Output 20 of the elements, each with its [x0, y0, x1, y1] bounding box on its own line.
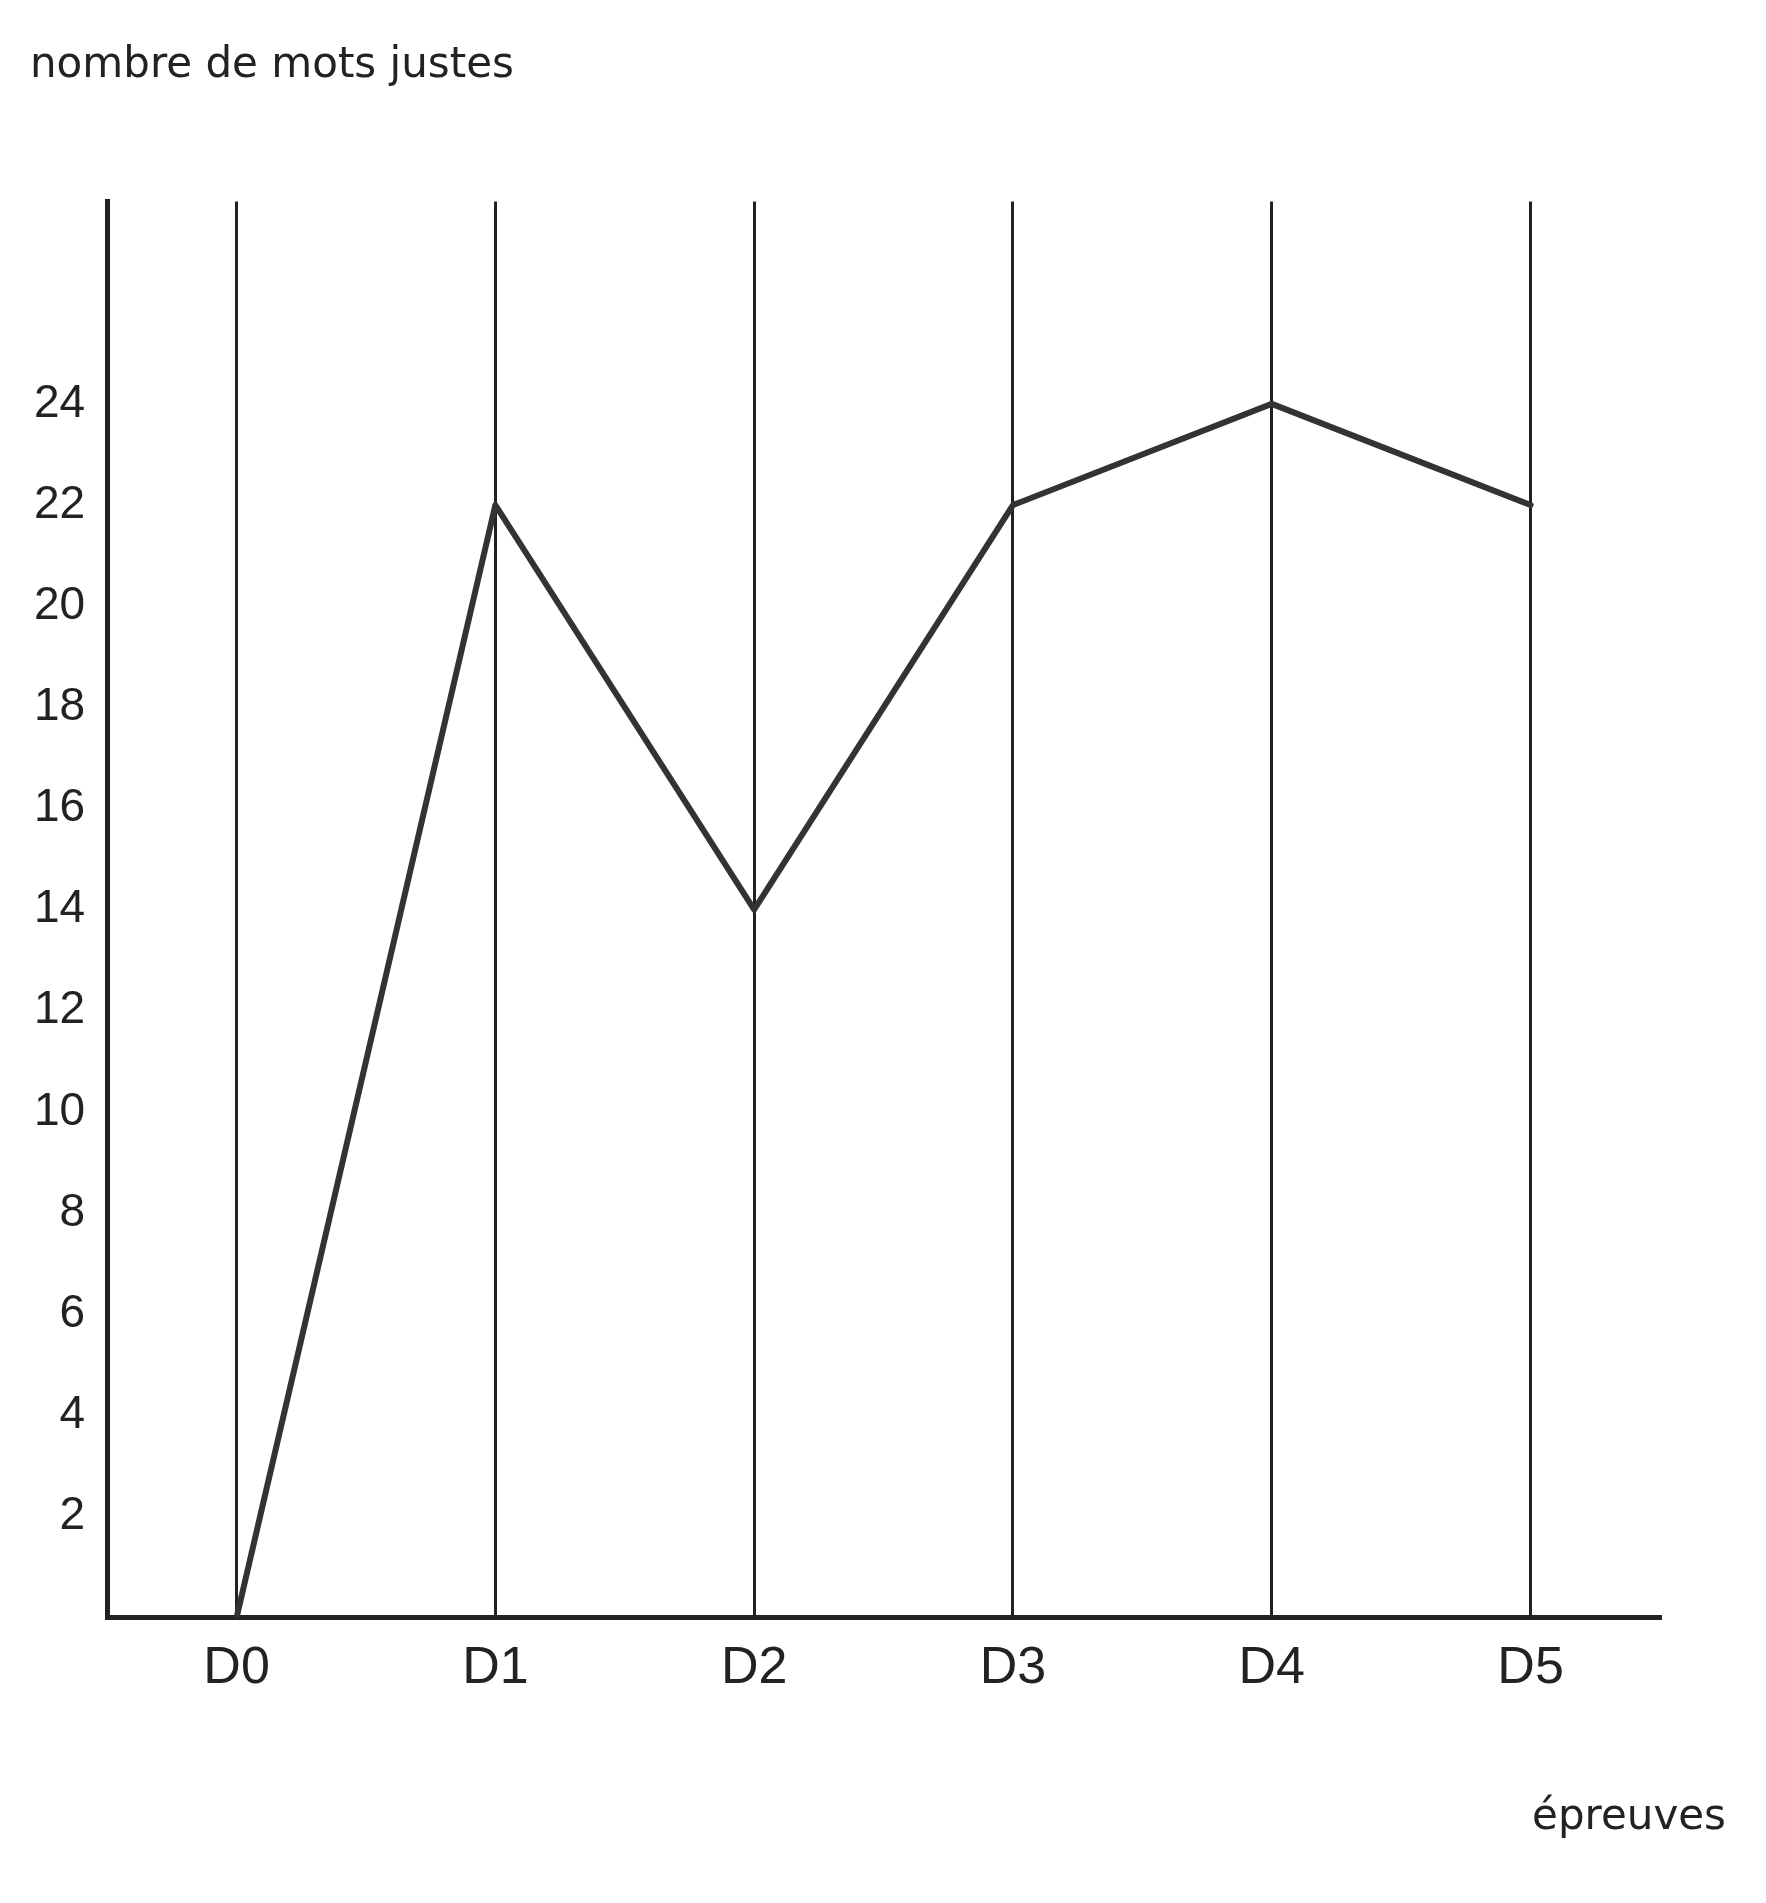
x-tick-label: D1	[462, 1636, 529, 1695]
y-tick-label: 24	[33, 374, 86, 427]
x-tick-label: D5	[1497, 1636, 1564, 1695]
y-tick-label: 4	[59, 1386, 86, 1438]
x-tick-label: D0	[203, 1636, 270, 1695]
x-axis-title: épreuves	[1532, 1790, 1726, 1839]
x-tick-label: D3	[979, 1636, 1047, 1695]
y-tick-label: 10	[33, 1082, 86, 1135]
y-tick-label: 6	[59, 1284, 86, 1337]
y-tick-label: 14	[33, 880, 86, 933]
y-tick-label: 22	[33, 475, 86, 528]
x-tick-label: D4	[1238, 1636, 1306, 1695]
y-tick-label: 18	[33, 678, 86, 730]
y-tick-label: 20	[33, 576, 86, 629]
y-tick-label: 8	[59, 1183, 86, 1236]
y-tick-label: 2	[59, 1487, 86, 1540]
x-tick-label: D2	[720, 1636, 788, 1695]
y-axis-title: nombre de mots justes	[30, 38, 515, 87]
y-tick-label: 12	[33, 981, 86, 1034]
y-tick-label: 16	[33, 779, 86, 832]
